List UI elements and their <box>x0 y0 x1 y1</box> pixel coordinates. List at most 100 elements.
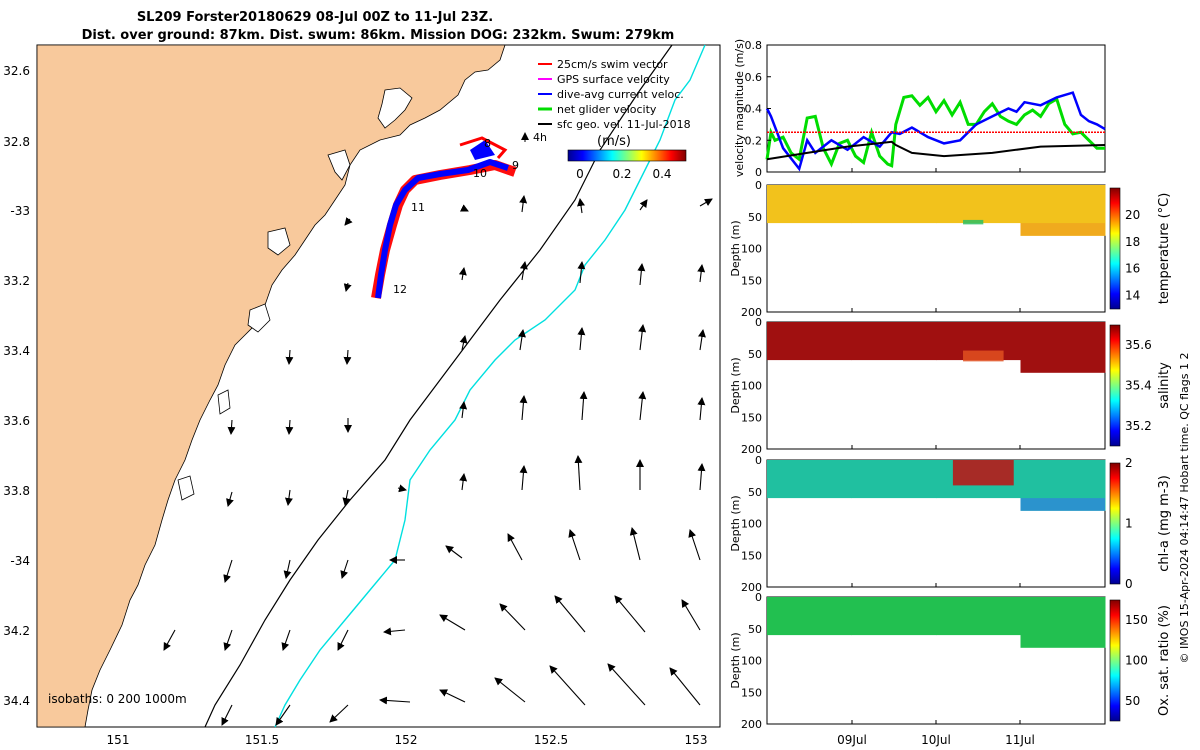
speed-colorbar <box>567 149 687 162</box>
velocity-arrow <box>614 595 646 633</box>
velocity-arrow <box>698 329 706 351</box>
velocity-arrow <box>697 264 706 283</box>
lat-tick: 32.6 <box>3 64 30 78</box>
colorbar-tick: 0 <box>1125 577 1133 591</box>
section-anomaly <box>963 219 984 225</box>
colorbar-tick: 35.6 <box>1125 338 1152 352</box>
velocity-arrow <box>699 198 713 207</box>
section-data-block <box>1020 322 1106 373</box>
section-data-block <box>1020 597 1106 648</box>
section-panel: 0 50 100 150 200 Depth (m) 35.2 35.4 35.6 salinit… <box>729 316 1172 456</box>
lagoon <box>267 227 291 256</box>
lon-axis: 151 151.5 152 152.5 153 <box>107 733 708 747</box>
speed-unit: (m/s) <box>597 134 631 149</box>
time-tick: 11Jul <box>1005 733 1035 747</box>
velocity-ylabel: velocity magnitude (m/s) <box>733 39 746 177</box>
velocity-arrow <box>221 704 233 726</box>
depth-label: Depth (m) <box>729 220 742 276</box>
depth-tick: 150 <box>741 274 762 287</box>
depth-tick: 100 <box>741 655 762 668</box>
colorbar-tick: 2 <box>1125 456 1133 470</box>
colorbar <box>1109 599 1121 722</box>
legend-gps: GPS surface velocity <box>557 73 670 86</box>
velocity-y-tick: 0 <box>755 166 762 179</box>
velocity-arrow <box>227 419 236 435</box>
velocity-arrow <box>343 349 352 365</box>
velocity-frame <box>766 44 1106 173</box>
velocity-arrow <box>439 689 466 703</box>
velocity-arrow <box>549 665 586 706</box>
lat-tick: 33.2 <box>3 274 30 288</box>
time-tick: 10Jul <box>921 733 951 747</box>
velocity-arrow <box>163 629 176 651</box>
velocity-arrow <box>379 696 411 705</box>
day-label: 9 <box>512 159 519 172</box>
velocity-y-tick: 0.8 <box>745 39 763 52</box>
depth-tick: 150 <box>741 686 762 699</box>
section-data-block <box>851 460 937 499</box>
depth-tick: 200 <box>741 718 762 731</box>
velocity-arrow <box>337 629 349 651</box>
velocity-arrow <box>681 599 701 631</box>
velocity-arrow <box>519 195 528 213</box>
depth-tick: 100 <box>741 243 762 256</box>
colorbar-tick: 100 <box>1125 654 1148 668</box>
arrow-key-label: 4h <box>533 131 547 144</box>
velocity-arrow <box>574 455 583 491</box>
velocity-arrow <box>637 263 646 286</box>
colorbar-label: temperature (°C) <box>1157 193 1172 305</box>
legend-swim: 25cm/s swim vector <box>557 58 668 71</box>
legend-dive: dive-avg current veloc. <box>557 88 684 101</box>
depth-tick: 100 <box>741 380 762 393</box>
dive-avg-cluster <box>470 140 495 160</box>
velocity-arrow <box>629 527 641 561</box>
velocity-arrow <box>459 335 468 351</box>
velocity-arrow <box>383 627 406 636</box>
net-glider-velocity-line <box>765 94 1105 168</box>
section-data-block <box>851 597 937 636</box>
depth-label: Depth (m) <box>729 495 742 551</box>
velocity-arrow <box>459 401 468 419</box>
dive-avg-currents <box>375 159 509 299</box>
velocity-arrow <box>577 198 585 214</box>
velocity-arrow <box>340 559 349 579</box>
velocity-arrow <box>554 595 586 633</box>
section-data-block <box>1020 498 1105 511</box>
isobath-200 <box>204 44 673 728</box>
velocity-arrow <box>518 329 526 351</box>
speed-tick: 0.2 <box>612 167 631 181</box>
colorbar-tick: 1 <box>1125 517 1133 531</box>
section-data-block <box>851 185 937 224</box>
velocity-arrow <box>344 217 353 226</box>
depth-tick: 200 <box>741 581 762 594</box>
swim-cluster <box>459 136 508 159</box>
colorbar-tick: 35.4 <box>1125 379 1152 393</box>
velocity-arrow <box>639 199 648 211</box>
map-panel: 8 9 10 11 12 <box>3 44 721 747</box>
velocity-arrow <box>688 529 701 561</box>
colorbar-tick: 16 <box>1125 262 1140 276</box>
title-line1: SL209 Forster20180629 08-Jul 00Z to 11-J… <box>137 10 493 25</box>
lon-tick: 152.5 <box>534 733 568 747</box>
velocity-y-tick: 0.6 <box>745 71 763 84</box>
sfc-velocity-arrows <box>163 195 713 726</box>
velocity-arrow <box>577 261 586 284</box>
section-data-block <box>767 185 852 224</box>
velocity-arrow <box>329 704 349 723</box>
velocity-arrow <box>285 349 294 365</box>
time-tick: 09Jul <box>837 733 867 747</box>
depth-label: Depth (m) <box>729 632 742 688</box>
velocity-y-axis: 0 0.2 0.4 0.6 0.8 <box>745 39 1021 179</box>
depth-tick: 200 <box>741 306 762 319</box>
title-line2: Dist. over ground: 87km. Dist. swum: 86k… <box>82 28 675 43</box>
map-legend: 25cm/s swim vector GPS surface velocity … <box>521 58 691 181</box>
sfc-geo-velocity-line <box>766 140 1106 161</box>
velocity-arrow <box>343 282 352 292</box>
depth-tick: 50 <box>748 348 762 361</box>
lat-tick: 34.4 <box>3 694 30 708</box>
velocity-arrow <box>669 667 701 706</box>
glider-track <box>371 136 517 299</box>
colorbar-tick: 18 <box>1125 235 1140 249</box>
lon-tick: 151.5 <box>245 733 279 747</box>
